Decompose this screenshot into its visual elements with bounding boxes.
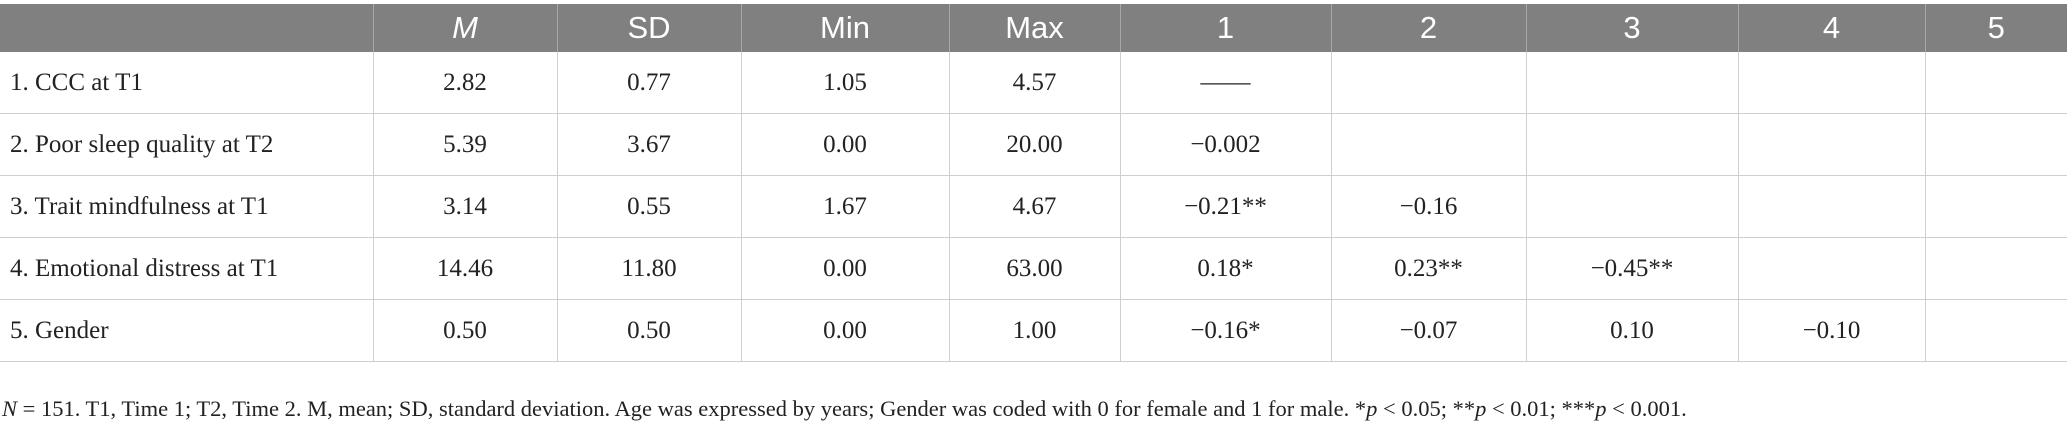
cell: 1.67	[740, 175, 949, 238]
cell	[1330, 52, 1526, 114]
table-row: 1. CCC at T1 2.82 0.77 1.05 4.57 ——	[0, 52, 2067, 114]
footnote-p-label: p	[1475, 396, 1487, 421]
cell: 20.00	[948, 113, 1120, 176]
cell	[1737, 237, 1925, 300]
cell: 0.23**	[1330, 237, 1526, 300]
cell	[1924, 113, 2067, 176]
cell: −0.10	[1737, 299, 1925, 362]
row-label: 5. Gender	[0, 299, 373, 362]
header-col-4: 4	[1737, 4, 1925, 52]
cell	[1924, 237, 2067, 300]
cell: 0.55	[556, 175, 741, 238]
header-mean: M	[372, 4, 557, 52]
cell	[1924, 175, 2067, 238]
cell: 1.05	[740, 52, 949, 114]
header-variable	[0, 4, 373, 52]
cell: 14.46	[372, 237, 557, 300]
cell	[1525, 175, 1738, 238]
cell: 4.67	[948, 175, 1120, 238]
header-col-2: 2	[1330, 4, 1526, 52]
row-label: 3. Trait mindfulness at T1	[0, 175, 373, 238]
row-label: 2. Poor sleep quality at T2	[0, 113, 373, 176]
cell: 0.10	[1525, 299, 1738, 362]
header-col-5: 5	[1924, 4, 2067, 52]
header-col-1: 1	[1119, 4, 1331, 52]
header-row: M SD Min Max 1 2 3 4 5	[0, 4, 2067, 52]
cell: −0.07	[1330, 299, 1526, 362]
cell	[1525, 52, 1738, 114]
cell: 0.00	[740, 113, 949, 176]
cell: ——	[1119, 52, 1331, 114]
cell: 4.57	[948, 52, 1120, 114]
row-label: 4. Emotional distress at T1	[0, 237, 373, 300]
table-row: 3. Trait mindfulness at T1 3.14 0.55 1.6…	[0, 175, 2067, 238]
cell	[1924, 52, 2067, 114]
cell: 0.00	[740, 299, 949, 362]
header-sd: SD	[556, 4, 741, 52]
footnote-text: < 0.05; **	[1377, 396, 1476, 421]
cell: 0.50	[556, 299, 741, 362]
footnote-text: < 0.01; ***	[1486, 396, 1596, 421]
cell	[1737, 175, 1925, 238]
cell: 11.80	[556, 237, 741, 300]
cell: 2.82	[372, 52, 557, 114]
cell: −0.21**	[1119, 175, 1331, 238]
cell: 3.14	[372, 175, 557, 238]
header-max: Max	[948, 4, 1120, 52]
cell: 5.39	[372, 113, 557, 176]
cell: 3.67	[556, 113, 741, 176]
footnote-p-label: p	[1366, 396, 1378, 421]
cell: 0.18*	[1119, 237, 1331, 300]
cell: 0.77	[556, 52, 741, 114]
table-container: M SD Min Max 1 2 3 4 5 1. CCC at T1 2.82…	[0, 4, 2067, 362]
row-label: 1. CCC at T1	[0, 52, 373, 114]
table-row: 4. Emotional distress at T1 14.46 11.80 …	[0, 237, 2067, 300]
header-min: Min	[740, 4, 949, 52]
cell: −0.16	[1330, 175, 1526, 238]
footnote-text: = 151. T1, Time 1; T2, Time 2. M, mean; …	[17, 396, 1367, 421]
cell	[1737, 113, 1925, 176]
footnote-n-label: N	[2, 396, 18, 421]
cell	[1737, 52, 1925, 114]
cell: 0.50	[372, 299, 557, 362]
cell	[1330, 113, 1526, 176]
table-row: 2. Poor sleep quality at T2 5.39 3.67 0.…	[0, 113, 2067, 176]
cell: −0.002	[1119, 113, 1331, 176]
cell: −0.45**	[1525, 237, 1738, 300]
footnote-p-label: p	[1595, 396, 1607, 421]
cell: 63.00	[948, 237, 1120, 300]
table-row: 5. Gender 0.50 0.50 0.00 1.00 −0.16* −0.…	[0, 299, 2067, 362]
cell: 0.00	[740, 237, 949, 300]
table-footnote: N = 151. T1, Time 1; T2, Time 2. M, mean…	[2, 396, 2062, 422]
header-col-3: 3	[1525, 4, 1738, 52]
descriptive-statistics-table: M SD Min Max 1 2 3 4 5 1. CCC at T1 2.82…	[0, 4, 2067, 362]
cell	[1525, 113, 1738, 176]
footnote-text: < 0.001.	[1606, 396, 1687, 421]
cell: 1.00	[948, 299, 1120, 362]
cell: −0.16*	[1119, 299, 1331, 362]
cell	[1924, 299, 2067, 362]
